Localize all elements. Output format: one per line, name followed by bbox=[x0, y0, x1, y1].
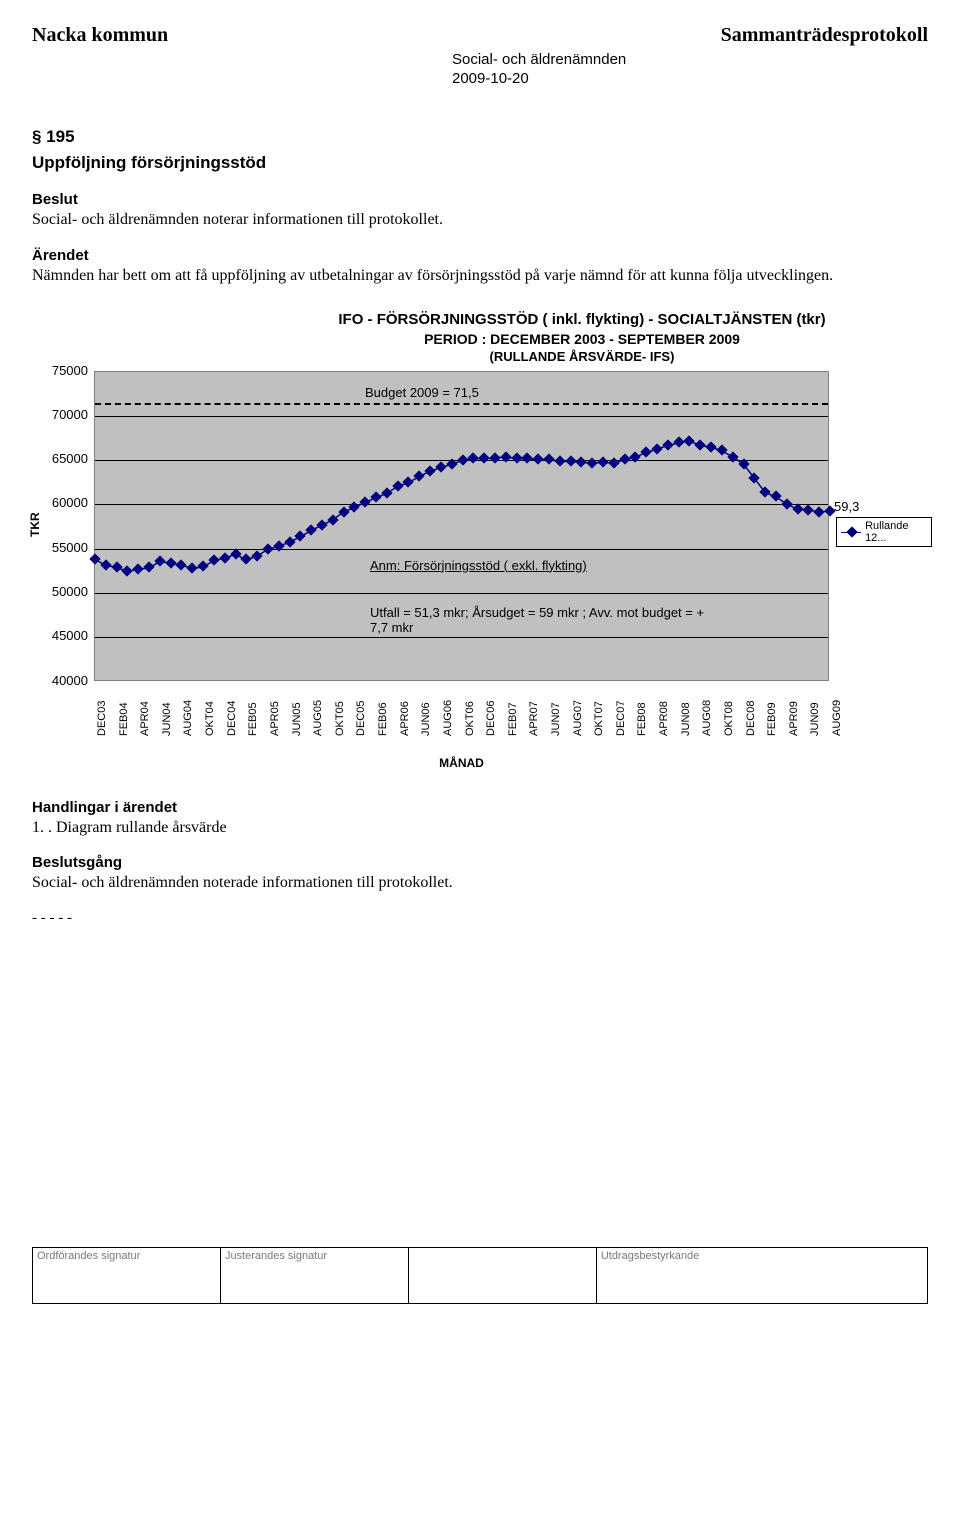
x-tick-label: OKT05 bbox=[334, 701, 346, 736]
x-axis: DEC03 FEB04 APR04 JUN04 AUG04 OKT04 DEC04 FEB05… bbox=[94, 681, 829, 759]
chart-subtitle: PERIOD : DECEMBER 2003 - SEPTEMBER 2009 bbox=[232, 331, 932, 347]
y-tick-label: 60000 bbox=[36, 495, 88, 510]
y-tick-label: 55000 bbox=[36, 540, 88, 555]
sig-col-blank bbox=[408, 1248, 596, 1304]
arendet-label: Ärendet bbox=[32, 247, 928, 264]
y-axis-label: TKR bbox=[28, 512, 42, 537]
legend-marker-icon bbox=[841, 527, 861, 537]
x-tick-label: DEC03 bbox=[96, 700, 108, 735]
separator-dashes: - - - - - bbox=[32, 910, 928, 927]
x-tick-label: OKT06 bbox=[464, 701, 476, 736]
x-tick-label: DEC05 bbox=[355, 700, 367, 735]
x-tick-label: AUG09 bbox=[831, 700, 843, 736]
signature-footer: Ordförandes signatur Justerandes signatu… bbox=[32, 1247, 928, 1304]
sig-col-cert: Utdragsbestyrkande bbox=[596, 1248, 927, 1304]
y-tick-label: 45000 bbox=[36, 628, 88, 643]
beslutsgang-text: Social- och äldrenämnden noterade inform… bbox=[32, 873, 928, 894]
x-tick-label: APR09 bbox=[788, 701, 800, 736]
x-tick-label: OKT08 bbox=[723, 701, 735, 736]
x-tick-label: AUG04 bbox=[182, 700, 194, 736]
x-tick-label: APR07 bbox=[528, 701, 540, 736]
section-title: Uppföljning försörjningsstöd bbox=[32, 153, 928, 173]
x-tick-label: AUG07 bbox=[572, 700, 584, 736]
org-name: Nacka kommun bbox=[32, 24, 168, 47]
y-tick-label: 40000 bbox=[36, 673, 88, 688]
signature-table: Ordförandes signatur Justerandes signatu… bbox=[32, 1247, 928, 1304]
handlingar-label: Handlingar i ärendet bbox=[32, 799, 928, 816]
sig-col-just: Justerandes signatur bbox=[220, 1248, 408, 1304]
chart-subsub: (RULLANDE ÅRSVÄRDE- IFS) bbox=[232, 349, 932, 364]
x-tick-label: APR08 bbox=[658, 701, 670, 736]
plot-area: Budget 2009 = 71,5Anm: Försörjningsstöd … bbox=[94, 371, 829, 681]
x-tick-label: JUN06 bbox=[420, 702, 432, 736]
legend: Rullande 12... bbox=[836, 517, 932, 547]
x-tick-label: OKT04 bbox=[204, 701, 216, 736]
x-tick-label: FEB04 bbox=[118, 702, 130, 736]
x-tick-label: AUG05 bbox=[312, 700, 324, 736]
x-tick-label: AUG06 bbox=[442, 700, 454, 736]
arendet-text: Nämnden har bett om att få uppföljning a… bbox=[32, 266, 928, 287]
x-tick-label: APR05 bbox=[269, 701, 281, 736]
beslut-text: Social- och äldrenämnden noterar informa… bbox=[32, 210, 928, 231]
sig-col-chair: Ordförandes signatur bbox=[33, 1248, 221, 1304]
section-number: § 195 bbox=[32, 127, 928, 147]
x-tick-label: FEB08 bbox=[636, 702, 648, 736]
x-tick-label: JUN08 bbox=[680, 702, 692, 736]
legend-text: Rullande 12... bbox=[865, 520, 927, 544]
x-tick-label: FEB05 bbox=[247, 702, 259, 736]
chart-container: IFO - FÖRSÖRJNINGSSTÖD ( inkl. flykting)… bbox=[32, 311, 932, 781]
x-tick-label: FEB07 bbox=[507, 702, 519, 736]
x-tick-label: DEC06 bbox=[485, 700, 497, 735]
beslut-label: Beslut bbox=[32, 191, 928, 208]
beslutsgang-label: Beslutsgång bbox=[32, 854, 928, 871]
x-tick-label: APR06 bbox=[399, 701, 411, 736]
y-tick-label: 65000 bbox=[36, 451, 88, 466]
series-line bbox=[95, 372, 830, 682]
x-tick-label: JUN05 bbox=[291, 702, 303, 736]
x-tick-label: JUN07 bbox=[550, 702, 562, 736]
x-tick-label: FEB06 bbox=[377, 702, 389, 736]
x-tick-label: AUG08 bbox=[701, 700, 713, 736]
x-tick-label: JUN04 bbox=[161, 702, 173, 736]
handlingar-item: 1. . Diagram rullande årsvärde bbox=[32, 818, 928, 839]
x-tick-label: APR04 bbox=[139, 701, 151, 736]
x-tick-label: JUN09 bbox=[809, 702, 821, 736]
chart-title: IFO - FÖRSÖRJNINGSSTÖD ( inkl. flykting)… bbox=[232, 311, 932, 328]
x-tick-label: OKT07 bbox=[593, 701, 605, 736]
doc-type: Sammanträdesprotokoll bbox=[721, 24, 928, 47]
x-tick-label: FEB09 bbox=[766, 702, 778, 736]
y-tick-label: 50000 bbox=[36, 584, 88, 599]
x-tick-label: DEC04 bbox=[226, 700, 238, 735]
x-tick-label: DEC08 bbox=[745, 700, 757, 735]
series-end-value: 59,3 bbox=[834, 499, 859, 514]
x-tick-label: DEC07 bbox=[615, 700, 627, 735]
y-tick-label: 70000 bbox=[36, 407, 88, 422]
y-tick-label: 75000 bbox=[36, 363, 88, 378]
x-axis-title: MÅNAD bbox=[94, 756, 829, 770]
committee-name: Social- och äldrenämnden bbox=[452, 51, 928, 68]
meeting-date: 2009-10-20 bbox=[452, 70, 928, 87]
